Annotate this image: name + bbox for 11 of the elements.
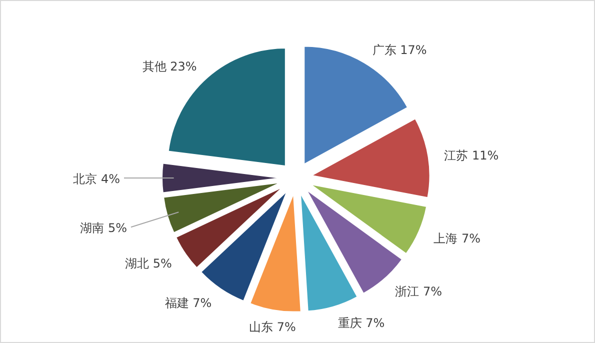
slice-label: 江苏 11% [444,148,499,163]
slice-label: 北京 4% [73,172,120,186]
slice-label: 山东 7% [249,320,296,334]
slice-label: 重庆 7% [338,316,385,330]
slice-label: 浙江 7% [395,284,442,299]
slice-label: 湖北 5% [125,256,172,270]
slice-label: 其他 23% [142,59,197,74]
slice-label: 湖南 5% [80,221,127,236]
slice-label: 上海 7% [434,232,481,246]
slice-label: 广东 17% [372,42,427,57]
slice-label: 福建 7% [164,296,212,310]
